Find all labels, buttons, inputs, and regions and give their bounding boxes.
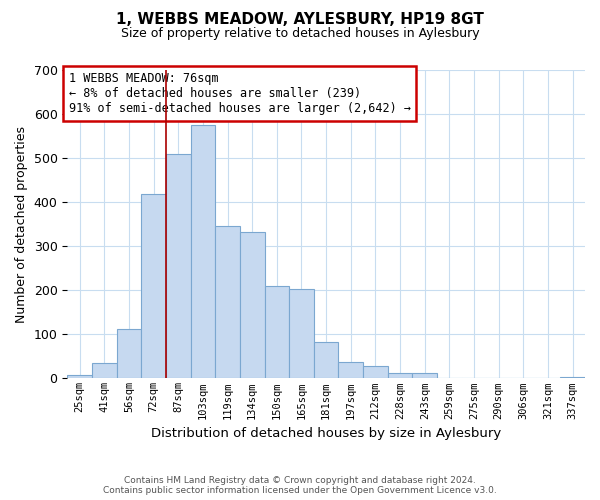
Bar <box>289 288 314 378</box>
Text: Contains HM Land Registry data © Crown copyright and database right 2024.
Contai: Contains HM Land Registry data © Crown c… <box>103 476 497 495</box>
Bar <box>265 286 289 378</box>
X-axis label: Distribution of detached houses by size in Aylesbury: Distribution of detached houses by size … <box>151 427 501 440</box>
Bar <box>412 372 437 378</box>
Text: 1 WEBBS MEADOW: 76sqm
← 8% of detached houses are smaller (239)
91% of semi-deta: 1 WEBBS MEADOW: 76sqm ← 8% of detached h… <box>68 72 410 115</box>
Bar <box>67 375 92 378</box>
Bar <box>240 232 265 378</box>
Bar <box>560 377 585 378</box>
Bar <box>314 342 338 378</box>
Bar <box>166 154 191 378</box>
Bar <box>191 125 215 378</box>
Bar <box>141 194 166 378</box>
Bar <box>215 226 240 378</box>
Text: Size of property relative to detached houses in Aylesbury: Size of property relative to detached ho… <box>121 28 479 40</box>
Y-axis label: Number of detached properties: Number of detached properties <box>15 126 28 322</box>
Text: 1, WEBBS MEADOW, AYLESBURY, HP19 8GT: 1, WEBBS MEADOW, AYLESBURY, HP19 8GT <box>116 12 484 28</box>
Bar <box>338 362 363 378</box>
Bar <box>363 366 388 378</box>
Bar <box>92 363 116 378</box>
Bar <box>388 372 412 378</box>
Bar <box>116 328 141 378</box>
